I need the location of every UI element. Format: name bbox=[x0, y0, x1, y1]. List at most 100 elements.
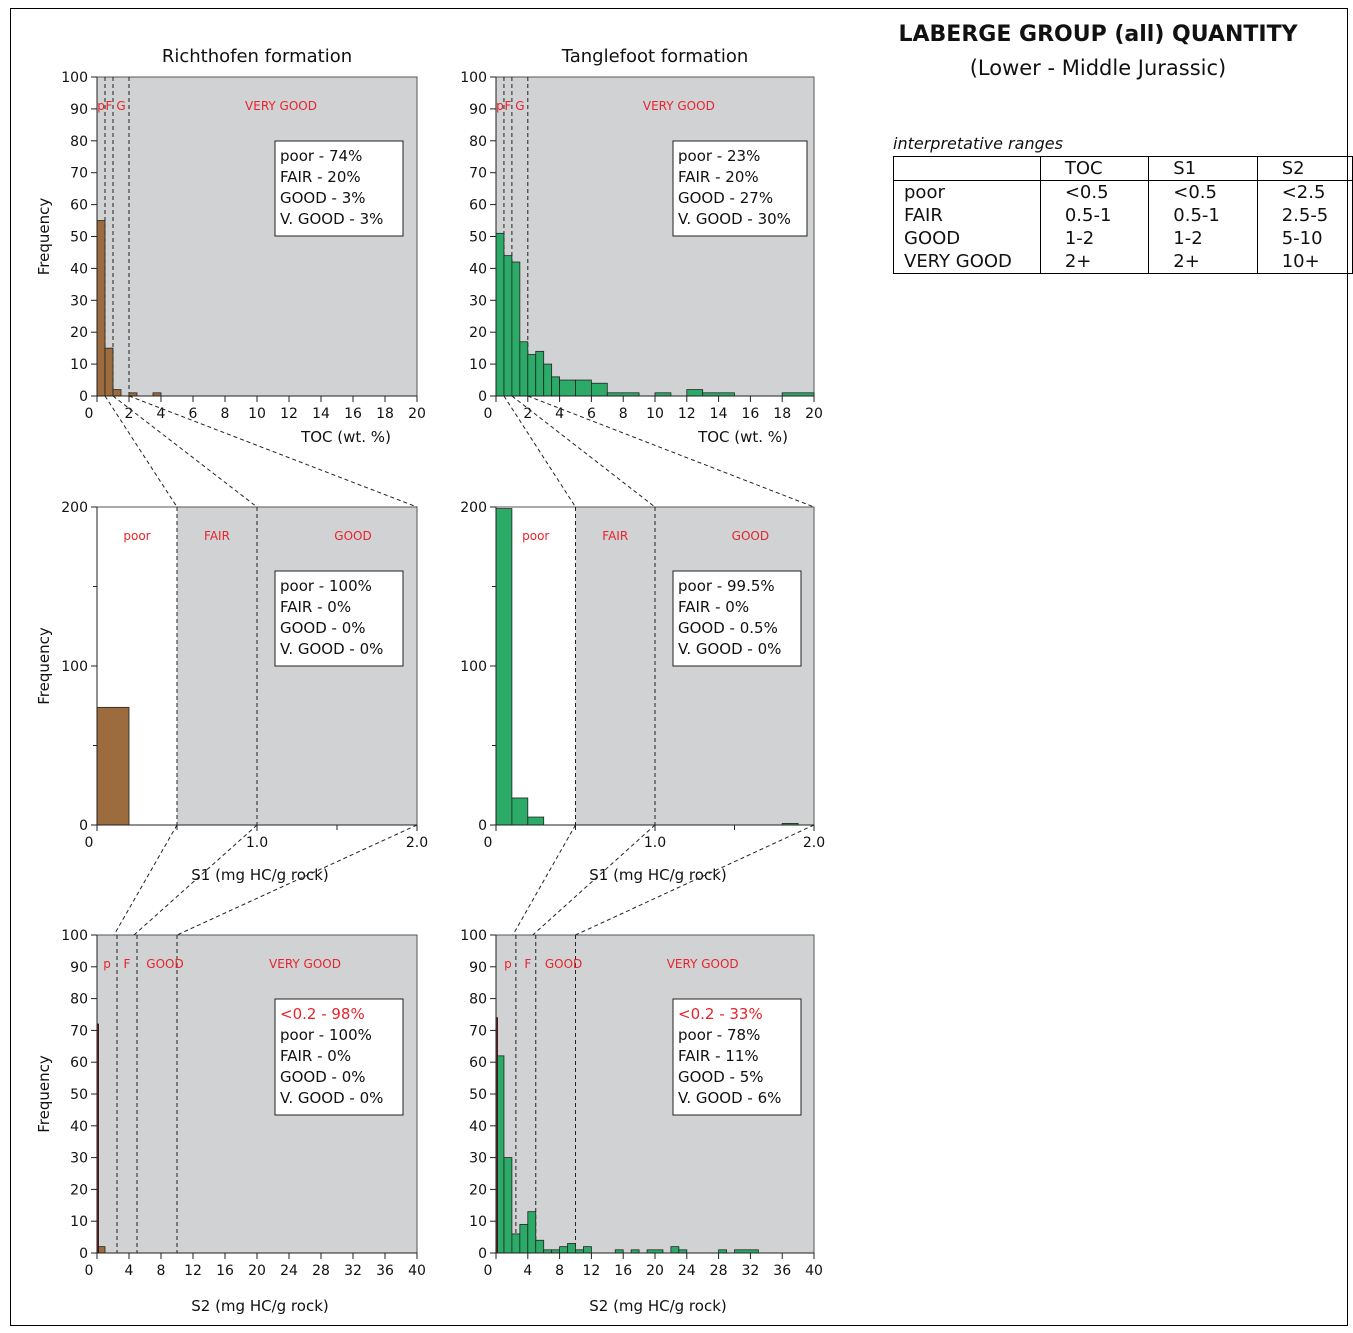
histogram-panel: 0 10 20 30 40 50 60 70 80 90 100 0 2 4 6 8 10 12 14 16 18 20 p… bbox=[460, 46, 823, 446]
y-tick-label: 40 bbox=[469, 261, 487, 277]
class-label: p bbox=[103, 957, 111, 971]
y-tick-label: 80 bbox=[469, 992, 487, 1008]
class-label: F bbox=[524, 957, 531, 971]
y-tick-label: 50 bbox=[469, 1087, 487, 1103]
zoom-connector bbox=[176, 824, 418, 936]
histogram-bar bbox=[98, 1246, 106, 1254]
summary-line: V. GOOD - 0% bbox=[280, 640, 383, 658]
histogram-bar bbox=[104, 347, 114, 397]
summary-box bbox=[672, 998, 802, 1116]
y-tick-label: 90 bbox=[469, 960, 487, 976]
histogram-bar bbox=[96, 706, 130, 826]
ranges-cell: FAIR bbox=[904, 204, 943, 226]
x-tick-label: 20 bbox=[408, 406, 426, 422]
y-tick-label: 30 bbox=[469, 1151, 487, 1167]
y-tick-label: 100 bbox=[460, 659, 487, 675]
x-tick-label: 4 bbox=[555, 406, 564, 422]
summary-line: V. GOOD - 6% bbox=[678, 1089, 781, 1107]
x-tick-label: 20 bbox=[646, 1263, 664, 1279]
summary-line: V. GOOD - 0% bbox=[280, 1089, 383, 1107]
y-tick-label: 70 bbox=[70, 166, 88, 182]
histogram-panel: 0 10 20 30 40 50 60 70 80 90 100 0 2 4 6 8 10 12 14 16 18 20 p… bbox=[35, 46, 426, 446]
ranges-cell: 1-2 bbox=[1039, 227, 1149, 250]
ranges-header: S2 bbox=[1256, 156, 1353, 181]
histogram-bar bbox=[567, 1243, 576, 1254]
y-axis-label: Frequency bbox=[35, 1055, 53, 1133]
y-tick-label: 80 bbox=[70, 992, 88, 1008]
zoom-connector bbox=[512, 824, 576, 936]
class-label: FAIR bbox=[204, 529, 230, 543]
y-tick-label: 30 bbox=[70, 1151, 88, 1167]
class-label: VERY GOOD bbox=[245, 99, 317, 113]
ranges-cell: <0.5 bbox=[1148, 180, 1258, 204]
y-tick-label: 10 bbox=[469, 357, 487, 373]
ranges-row: VERY GOOD 2+ 2+ 10+ bbox=[894, 250, 1353, 274]
summary-line: FAIR - 0% bbox=[280, 1047, 351, 1065]
histogram-bar bbox=[503, 1157, 513, 1254]
histogram-bar bbox=[575, 379, 592, 397]
x-tick-label: 2.0 bbox=[803, 835, 825, 851]
class-label: poor bbox=[123, 529, 150, 543]
summary-box bbox=[274, 570, 404, 667]
figure-subtitle: (Lower - Middle Jurassic) bbox=[969, 56, 1227, 80]
y-tick-label: 0 bbox=[79, 1246, 88, 1262]
summary-line: V. GOOD - 3% bbox=[280, 210, 383, 228]
y-tick-label: 10 bbox=[70, 357, 88, 373]
x-tick-label: 24 bbox=[678, 1263, 696, 1279]
x-tick-label: 14 bbox=[710, 406, 728, 422]
x-tick-label: 14 bbox=[312, 406, 330, 422]
summary-line: GOOD - 0% bbox=[280, 619, 366, 637]
ranges-cell: 2+ bbox=[1148, 250, 1258, 274]
y-tick-label: 100 bbox=[460, 928, 487, 944]
class-label: GOOD bbox=[334, 529, 371, 543]
summary-line: GOOD - 0.5% bbox=[678, 619, 778, 637]
x-axis-label: S1 (mg HC/g rock) bbox=[589, 866, 726, 884]
summary-line: GOOD - 3% bbox=[280, 189, 366, 207]
x-tick-label: 20 bbox=[248, 1263, 266, 1279]
ranges-cell: poor bbox=[904, 181, 945, 203]
x-tick-label: 40 bbox=[805, 1263, 823, 1279]
histogram-bar bbox=[511, 261, 521, 397]
class-label: p bbox=[496, 99, 504, 113]
y-axis-label: Frequency bbox=[35, 198, 53, 276]
summary-line: FAIR - 11% bbox=[678, 1047, 759, 1065]
summary-line: poor - 23% bbox=[678, 147, 760, 165]
class-label: GOOD bbox=[146, 957, 183, 971]
summary-line: poor - 78% bbox=[678, 1026, 760, 1044]
x-tick-label: 16 bbox=[344, 406, 362, 422]
histogram-bar bbox=[591, 382, 608, 397]
x-axis-label: S2 (mg HC/g rock) bbox=[191, 1297, 328, 1315]
x-tick-label: 40 bbox=[408, 1263, 426, 1279]
class-label: VERY GOOD bbox=[643, 99, 715, 113]
y-tick-label: 80 bbox=[469, 134, 487, 150]
x-tick-label: 28 bbox=[312, 1263, 330, 1279]
x-tick-label: 0 bbox=[85, 406, 94, 422]
y-tick-label: 100 bbox=[61, 659, 88, 675]
histogram-bar bbox=[527, 1211, 537, 1254]
ranges-cell: <0.5 bbox=[1039, 180, 1149, 204]
class-label: FAIR bbox=[602, 529, 628, 543]
x-tick-label: 16 bbox=[216, 1263, 234, 1279]
y-tick-label: 90 bbox=[469, 102, 487, 118]
ranges-row: FAIR 0.5-1 0.5-1 2.5-5 bbox=[894, 204, 1353, 227]
histogram-bar bbox=[535, 350, 545, 397]
x-tick-label: 1.0 bbox=[644, 835, 666, 851]
y-tick-label: 0 bbox=[478, 818, 487, 834]
summary-box bbox=[274, 140, 404, 237]
class-label: GOOD bbox=[732, 529, 769, 543]
summary-box bbox=[672, 140, 808, 237]
summary-line: V. GOOD - 30% bbox=[678, 210, 791, 228]
x-tick-label: 8 bbox=[157, 1263, 166, 1279]
class-label: G bbox=[116, 99, 125, 113]
histogram-bar bbox=[495, 232, 505, 397]
y-tick-label: 30 bbox=[70, 293, 88, 309]
ranges-cell: <2.5 bbox=[1256, 180, 1353, 204]
x-tick-label: 18 bbox=[773, 406, 791, 422]
summary-line: FAIR - 0% bbox=[678, 598, 749, 616]
zoom-connector bbox=[112, 395, 258, 508]
summary-line: FAIR - 20% bbox=[678, 168, 759, 186]
x-tick-label: 2.0 bbox=[406, 835, 428, 851]
summary-line: FAIR - 20% bbox=[280, 168, 361, 186]
y-tick-label: 70 bbox=[469, 1023, 487, 1039]
